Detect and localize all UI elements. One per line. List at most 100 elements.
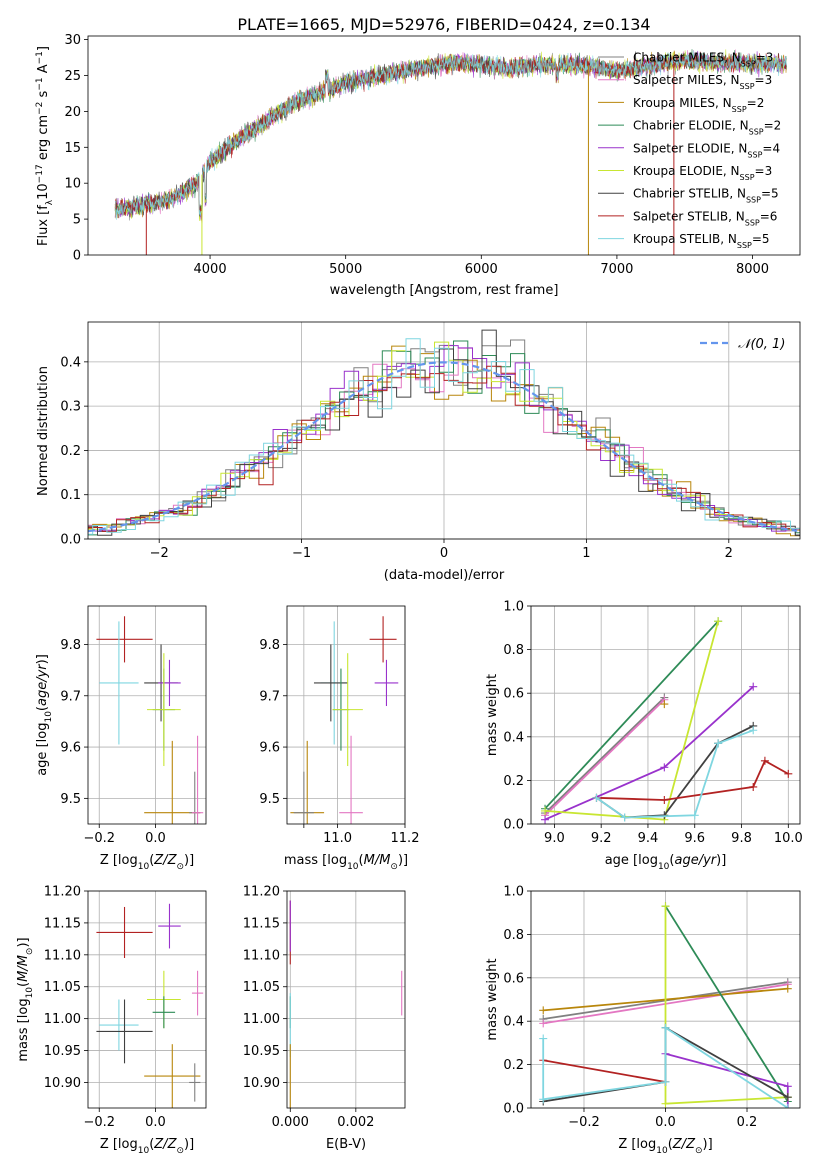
data-point xyxy=(661,1023,670,1032)
y-axis-label: age [log10(age/yr)] xyxy=(35,654,54,776)
legend-label: Salpeter STELIB, NSSP=6 xyxy=(633,209,777,227)
line-salp_stelib xyxy=(543,1059,666,1083)
x-tick-label: 0.0 xyxy=(145,831,166,846)
y-tick-label: 0.1 xyxy=(60,488,81,503)
data-point xyxy=(783,1104,792,1108)
axis-ticks: 4000 5000 6000 7000 8000 0 5 10 15 20 25 30 xyxy=(64,33,769,277)
line-chab_elodie xyxy=(544,620,719,810)
data-point xyxy=(714,617,723,626)
y-tick-label: 5 xyxy=(73,213,81,228)
age-mass-weight-panel: 9.0 9.2 9.4 9.6 9.8 10.0 0.0 0.2 0.4 0.6 0.8 1.0 age… xyxy=(485,600,803,873)
axes-frame xyxy=(87,890,207,1109)
y-tick-label: 0.2 xyxy=(60,444,81,459)
x-tick-label: 9.0 xyxy=(544,831,565,846)
y-tick-label: 0.0 xyxy=(503,818,524,833)
legend-label: Chabrier ELODIE, NSSP=2 xyxy=(633,119,781,137)
y-tick-label: 9.6 xyxy=(60,741,81,756)
y-tick-label: 11.20 xyxy=(44,885,81,900)
line-salp_miles xyxy=(544,699,665,816)
x-tick-label: 1 xyxy=(582,546,590,561)
normal-reference-curve xyxy=(88,361,798,533)
figure-title: PLATE=1665, MJD=52976, FIBERID=0424, z=0… xyxy=(237,15,650,34)
axis-ticks: 9.0 9.2 9.4 9.6 9.8 10.0 0.0 0.2 0.4 0.6 0.8 1.0 xyxy=(503,600,802,847)
data-point xyxy=(661,902,670,911)
data-point xyxy=(539,1019,548,1028)
y-tick-label: 0.0 xyxy=(503,1102,524,1117)
axis-ticks: −0.2 0.0 9.5 9.6 9.7 9.8 xyxy=(60,638,165,846)
data-point xyxy=(541,806,550,815)
x-axis-label: mass [log10(M/M⊙)] xyxy=(284,853,408,872)
x-tick-label: 0.2 xyxy=(737,1115,758,1130)
data-point xyxy=(660,763,669,772)
y-tick-label: 0.4 xyxy=(60,355,81,370)
y-tick-label: 11.15 xyxy=(243,916,280,931)
axis-ticks: 11.0 11.2 9.5 9.6 9.7 9.8 xyxy=(259,638,419,846)
data-point xyxy=(784,769,793,778)
axes-frame xyxy=(87,605,207,825)
x-tick-label: 7000 xyxy=(600,262,633,277)
y-tick-label: 30 xyxy=(64,33,81,48)
x-tick-label: 2 xyxy=(725,546,733,561)
data-point xyxy=(620,813,629,822)
histogram-krou_stelib xyxy=(88,338,800,535)
y-tick-label: 0.3 xyxy=(60,400,81,415)
x-tick-label: 9.6 xyxy=(684,831,705,846)
y-tick-label: 9.7 xyxy=(60,689,81,704)
x-tick-label: −1 xyxy=(292,546,311,561)
x-tick-label: 8000 xyxy=(736,262,769,277)
y-tick-label: 9.6 xyxy=(259,741,280,756)
y-tick-label: 11.10 xyxy=(243,948,280,963)
y-tick-label: 10 xyxy=(64,177,81,192)
x-tick-label: 5000 xyxy=(329,262,362,277)
legend-label: Chabrier STELIB, NSSP=5 xyxy=(633,187,779,205)
error-bars xyxy=(96,616,204,824)
y-tick-label: 0.8 xyxy=(503,928,524,943)
x-tick-label: 6000 xyxy=(465,262,498,277)
y-tick-label: 0.2 xyxy=(503,1058,524,1073)
y-tick-label: 9.8 xyxy=(259,638,280,653)
mass-weight-lines xyxy=(541,617,793,824)
y-tick-label: 9.5 xyxy=(60,792,81,807)
y-tick-label: 11.20 xyxy=(243,885,280,900)
histogram-salp_stelib xyxy=(88,365,800,532)
x-tick-label: 0 xyxy=(440,546,448,561)
data-point xyxy=(714,739,723,748)
spectrum-krou_stelib xyxy=(114,50,787,220)
y-tick-label: 0.4 xyxy=(503,1015,524,1030)
y-tick-label: 11.15 xyxy=(44,916,81,931)
axis-ticks: −0.2 0.0 10.90 10.95 11.00 11.05 11.10 11.15 11.… xyxy=(44,885,166,1131)
x-axis-label: (data-model)/error xyxy=(384,568,505,583)
x-tick-label: −2 xyxy=(150,546,169,561)
histogram-chab_stelib xyxy=(88,329,800,536)
legend-label: Salpeter ELODIE, NSSP=4 xyxy=(633,141,780,159)
histograms xyxy=(88,329,800,537)
y-tick-label: 10.95 xyxy=(243,1044,280,1059)
grid-lines xyxy=(287,606,406,824)
x-axis-label: Z [log10(Z/Z⊙)] xyxy=(100,853,194,872)
y-tick-label: 9.5 xyxy=(259,792,280,807)
x-tick-label: 4000 xyxy=(194,262,227,277)
y-tick-label: 0.2 xyxy=(503,774,524,789)
data-point xyxy=(760,756,769,765)
z-vs-age-panel: −0.2 0.0 9.5 9.6 9.7 9.8 Z [log10(Z/Z⊙)] age [l… xyxy=(35,605,207,872)
y-tick-label: 11.10 xyxy=(44,948,81,963)
grid-lines xyxy=(531,605,800,825)
legend-label: Salpeter MILES, NSSP=3 xyxy=(633,73,772,91)
data-point xyxy=(749,782,758,791)
x-axis-label: Z [log10(Z/Z⊙)] xyxy=(100,1137,194,1156)
x-tick-label: 11.2 xyxy=(391,831,420,846)
grid-lines xyxy=(88,606,206,824)
axes-frame xyxy=(530,605,801,825)
mass-vs-age-panel: 11.0 11.2 9.5 9.6 9.7 9.8 mass [log10(M/M⊙)] xyxy=(259,605,419,872)
histogram-legend: 𝒩(0, 1) xyxy=(700,337,785,352)
data-point xyxy=(749,726,758,735)
y-axis-label: mass weight xyxy=(485,674,500,756)
data-point xyxy=(539,1034,548,1043)
axes-frame xyxy=(87,321,801,540)
y-tick-label: 0 xyxy=(73,249,81,264)
axes-frame xyxy=(286,890,406,1109)
data-point xyxy=(661,1099,670,1108)
error-bars xyxy=(96,903,204,1108)
y-tick-label: 10.90 xyxy=(44,1076,81,1091)
x-tick-label: −0.2 xyxy=(83,831,115,846)
